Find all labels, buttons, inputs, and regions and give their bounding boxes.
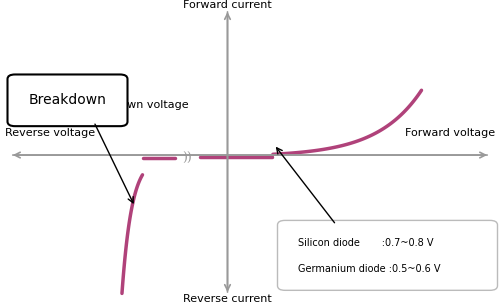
FancyBboxPatch shape	[278, 220, 498, 290]
FancyBboxPatch shape	[8, 74, 128, 126]
Text: Breakdown: Breakdown	[28, 93, 106, 107]
Text: Breakdown voltage: Breakdown voltage	[81, 100, 189, 110]
Text: Reverse voltage: Reverse voltage	[5, 128, 95, 138]
Text: Forward voltage: Forward voltage	[405, 128, 495, 138]
Text: Forward current: Forward current	[183, 0, 272, 10]
Text: Germanium diode :0.5~0.6 V: Germanium diode :0.5~0.6 V	[298, 264, 440, 274]
Text: )): ))	[182, 152, 192, 164]
Text: Silicon diode       :0.7~0.8 V: Silicon diode :0.7~0.8 V	[298, 238, 433, 248]
Text: Reverse current: Reverse current	[183, 294, 272, 304]
